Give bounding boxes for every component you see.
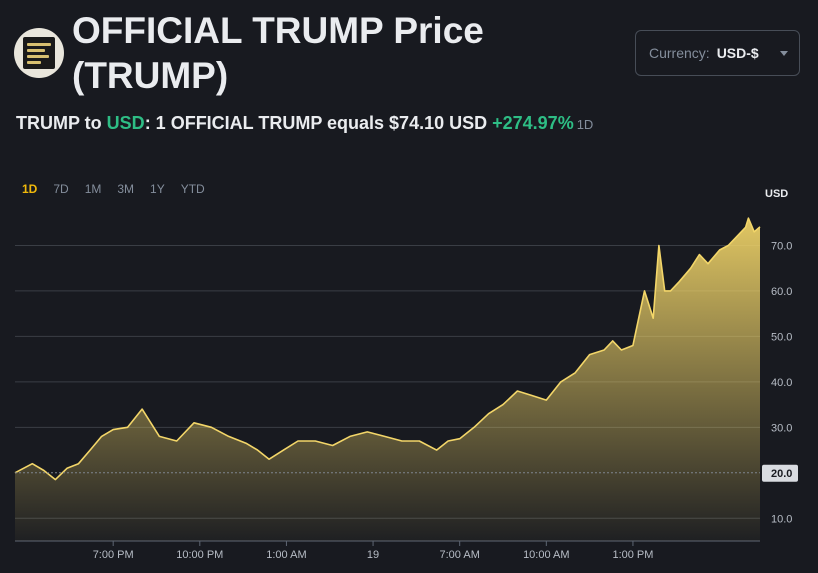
y-tick-label: 50.0 <box>771 331 792 343</box>
page-title: OFFICIAL TRUMP Price (TRUMP) <box>72 10 484 96</box>
x-tick-label: 10:00 PM <box>176 549 223 561</box>
y-tick-label: 40.0 <box>771 377 792 389</box>
price-area <box>15 218 760 541</box>
reference-price-label: 20.0 <box>771 468 792 480</box>
range-tab-ytd[interactable]: YTD <box>180 182 205 196</box>
range-tabs: 1D 7D 1M 3M 1Y YTD <box>14 180 213 198</box>
y-tick-label: 10.0 <box>771 513 792 525</box>
x-tick-label: 7:00 PM <box>93 549 134 561</box>
currency-value: USD-$ <box>716 45 759 61</box>
summary-prefix: TRUMP to <box>16 113 107 133</box>
range-tab-7d[interactable]: 7D <box>53 182 69 196</box>
y-tick-label: 70.0 <box>771 240 792 252</box>
change-period: 1D <box>576 117 594 132</box>
trump-token-logo <box>14 28 64 78</box>
x-tick-label: 19 <box>367 549 379 561</box>
currency-label: Currency: <box>649 45 710 61</box>
price-summary: TRUMP to USD: 1 OFFICIAL TRUMP equals $7… <box>16 113 593 134</box>
summary-middle: : 1 OFFICIAL TRUMP equals $74.10 USD <box>144 113 493 133</box>
y-tick-label: 30.0 <box>771 422 792 434</box>
price-line <box>14 217 761 481</box>
quote-currency-link[interactable]: USD <box>106 113 145 133</box>
range-tab-1d[interactable]: 1D <box>22 182 38 196</box>
range-tab-1y[interactable]: 1Y <box>150 182 165 196</box>
range-tab-3m[interactable]: 3M <box>117 182 135 196</box>
reference-price-badge <box>762 464 798 482</box>
x-tick-label: 1:00 PM <box>612 549 653 561</box>
currency-select[interactable]: Currency: USD-$ <box>635 30 800 76</box>
price-change: +274.97% <box>492 113 574 133</box>
range-tab-1m[interactable]: 1M <box>84 182 102 196</box>
x-tick-label: 10:00 AM <box>523 549 569 561</box>
chevron-down-icon <box>779 50 788 56</box>
y-axis-unit: USD <box>765 188 788 200</box>
y-tick-label: 60.0 <box>771 286 792 298</box>
x-tick-label: 7:00 AM <box>440 549 480 561</box>
x-tick-label: 1:00 AM <box>266 549 306 561</box>
